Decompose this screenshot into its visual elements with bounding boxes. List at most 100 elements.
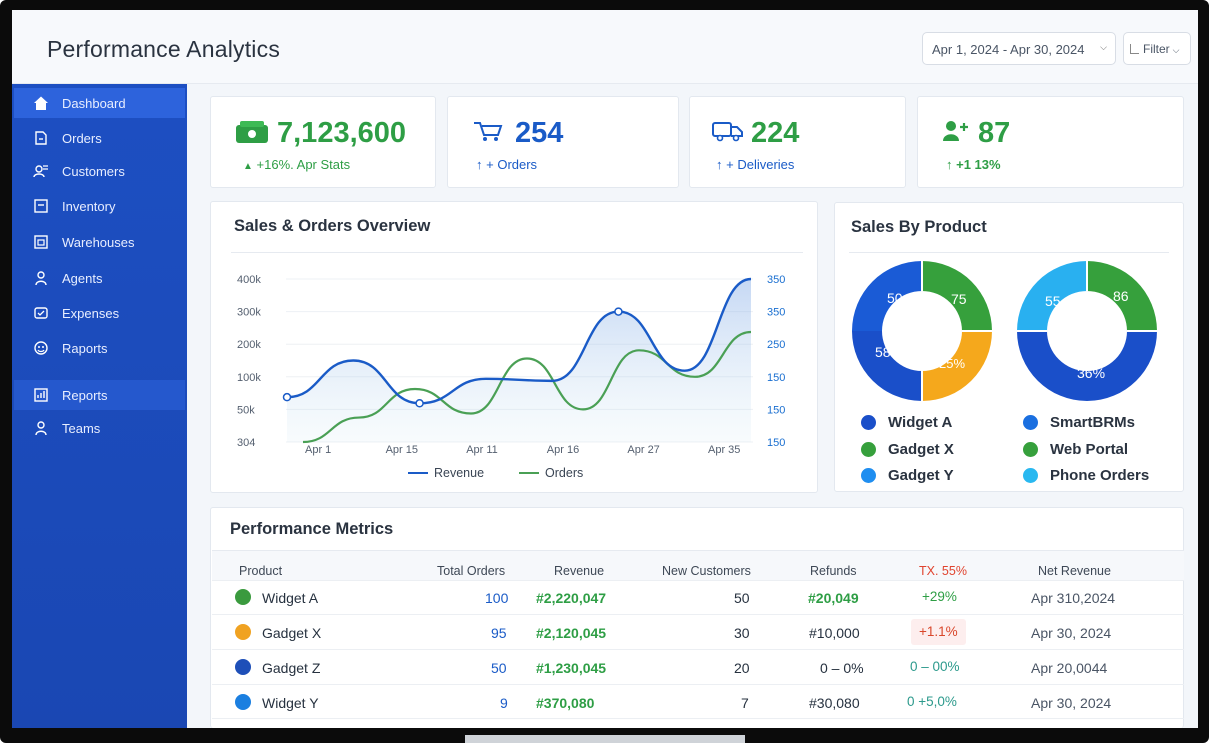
revenue-line: [286, 277, 752, 405]
legend-label: Phone Orders: [1050, 467, 1150, 484]
sidebar-item-label: Warehouses: [62, 234, 135, 250]
sidebar-item-reports[interactable]: Reports: [14, 380, 185, 410]
legend-item: Web Portal: [1023, 441, 1128, 458]
y-tick-right: 150: [767, 404, 785, 416]
legend-item: SmartBRMs: [1023, 414, 1135, 431]
sidebar-item-teams[interactable]: Teams: [14, 413, 185, 443]
cell-refunds: 0 – 0%: [820, 660, 864, 676]
sidebar: Dashboard Orders Customers Inventory War…: [12, 84, 187, 728]
cell-refunds: #20,049: [808, 590, 859, 606]
sidebar-item-customers[interactable]: Customers: [14, 156, 185, 186]
legend-swatch-orders: [519, 472, 540, 474]
sidebar-item-label: Raports: [62, 340, 108, 356]
legend-item: Widget A: [861, 414, 952, 431]
cell-tx: +1.1%: [911, 619, 966, 645]
row-divider: [212, 614, 1184, 615]
legend-dot: [1023, 442, 1038, 457]
section-title: Performance Metrics: [230, 520, 394, 538]
sidebar-item-label: Orders: [62, 130, 102, 146]
donut1-label-0: 50: [887, 290, 903, 306]
sidebar-item-label: Teams: [62, 420, 101, 436]
legend-dot: [1023, 415, 1038, 430]
legend-item: Phone Orders: [1023, 467, 1149, 484]
kpi-value: 7,123,600: [277, 117, 407, 149]
revenue-point: [282, 392, 292, 402]
chart-legend: Revenue Orders: [408, 466, 583, 480]
cell-product: Widget A: [262, 590, 319, 606]
chevron-down-icon: ⌵: [1172, 45, 1180, 55]
sidebar-item-raports[interactable]: Raports: [14, 333, 185, 363]
truck-icon: [712, 119, 744, 148]
sidebar-item-dashboard[interactable]: Dashboard: [14, 88, 185, 118]
kpi-card-orders: 254 ↑ + Orders: [447, 96, 679, 188]
cell-net-revenue: Apr 30, 2024: [1031, 625, 1112, 641]
legend-swatch-revenue: [408, 472, 428, 474]
product-dot: [235, 694, 251, 710]
product-dot: [235, 624, 251, 640]
donut2-label-1: 86: [1113, 288, 1129, 304]
x-tick: Apr 1: [305, 444, 331, 456]
arrow-up-icon: ↑: [946, 157, 953, 172]
sidebar-item-expenses[interactable]: Expenses: [14, 298, 185, 328]
sidebar-item-agents[interactable]: Agents: [14, 263, 185, 293]
cell-revenue: #2,220,047: [536, 590, 607, 606]
table-header-revenue: Revenue: [554, 564, 605, 578]
filter-button[interactable]: Filter ⌵: [1123, 32, 1191, 65]
arrow-up-icon: ↑: [716, 157, 723, 172]
top-header: Performance Analytics Apr 1, 2024 - Apr …: [12, 10, 1198, 84]
cell-product: Gadget X: [262, 625, 322, 641]
table-header-new-customers: New Customers: [662, 564, 751, 578]
x-tick: Apr 11: [466, 444, 498, 456]
x-tick: Apr 16: [547, 444, 579, 456]
table-header: [212, 550, 1184, 580]
kpi-value: 224: [751, 117, 800, 149]
row-divider: [212, 580, 1184, 581]
divider: [849, 252, 1169, 253]
kpi-subtitle: ↑ + Orders: [476, 157, 537, 172]
cell-net-revenue: Apr 30, 2024: [1031, 695, 1112, 711]
legend-label: SmartBRMs: [1050, 414, 1136, 431]
reports-icon: [32, 386, 50, 404]
cell-refunds: #30,080: [809, 695, 860, 711]
table-header-net-revenue: Net Revenue: [1038, 564, 1111, 578]
cell-customers: 50: [734, 590, 750, 606]
money-icon: [235, 119, 269, 150]
cell-tx: 0 – 00%: [902, 654, 968, 680]
kpi-card-customers: 87 ↑ +1 13%: [917, 96, 1184, 188]
warehouse-icon: [32, 233, 50, 251]
app-screen: Performance Analytics Apr 1, 2024 - Apr …: [12, 10, 1198, 728]
table-header-total-orders: Total Orders: [437, 564, 506, 578]
teams-icon: [32, 419, 50, 437]
legend-label: Widget A: [888, 414, 953, 431]
cell-orders: 100: [485, 590, 509, 606]
cell-revenue: #2,120,045: [536, 625, 607, 641]
table-header-refunds: Refunds: [810, 564, 857, 578]
y-tick-left: 100k: [237, 372, 261, 384]
monitor-stand: [465, 735, 745, 743]
sidebar-item-orders[interactable]: Orders: [14, 123, 185, 153]
legend-label: Gadget X: [888, 441, 954, 458]
section-title: Sales & Orders Overview: [234, 217, 431, 235]
product-dot: [235, 659, 251, 675]
line-chart: 400k 300k 200k 100k 50k 304 350 350 250 150 150 150…: [237, 274, 785, 456]
kpi-subtitle-text: + Orders: [486, 157, 538, 172]
y-tick-right: 250: [767, 339, 785, 351]
sidebar-item-warehouses[interactable]: Warehouses: [14, 227, 185, 257]
home-icon: [32, 94, 50, 112]
sidebar-item-label: Reports: [62, 387, 108, 403]
sidebar-item-inventory[interactable]: Inventory: [14, 191, 185, 221]
chevron-down-icon: ⌵: [1100, 42, 1107, 52]
donut-chart-1: [852, 261, 992, 401]
expenses-icon: [32, 304, 50, 322]
arrow-up-icon: ▲: [243, 161, 253, 172]
performance-metrics-card: [210, 507, 1184, 728]
table-header-tx: TX. 55%: [919, 564, 967, 578]
date-range-picker[interactable]: Apr 1, 2024 - Apr 30, 2024 ⌵: [922, 32, 1116, 65]
y-tick-left: 400k: [237, 274, 261, 286]
cell-net-revenue: Apr 310,2024: [1031, 590, 1116, 606]
cell-orders: 95: [491, 625, 507, 641]
donut2-label-0: 55: [1045, 293, 1061, 309]
cell-orders: 9: [500, 695, 508, 711]
legend-label: Gadget Y: [888, 467, 954, 484]
orders-icon: [32, 129, 50, 147]
